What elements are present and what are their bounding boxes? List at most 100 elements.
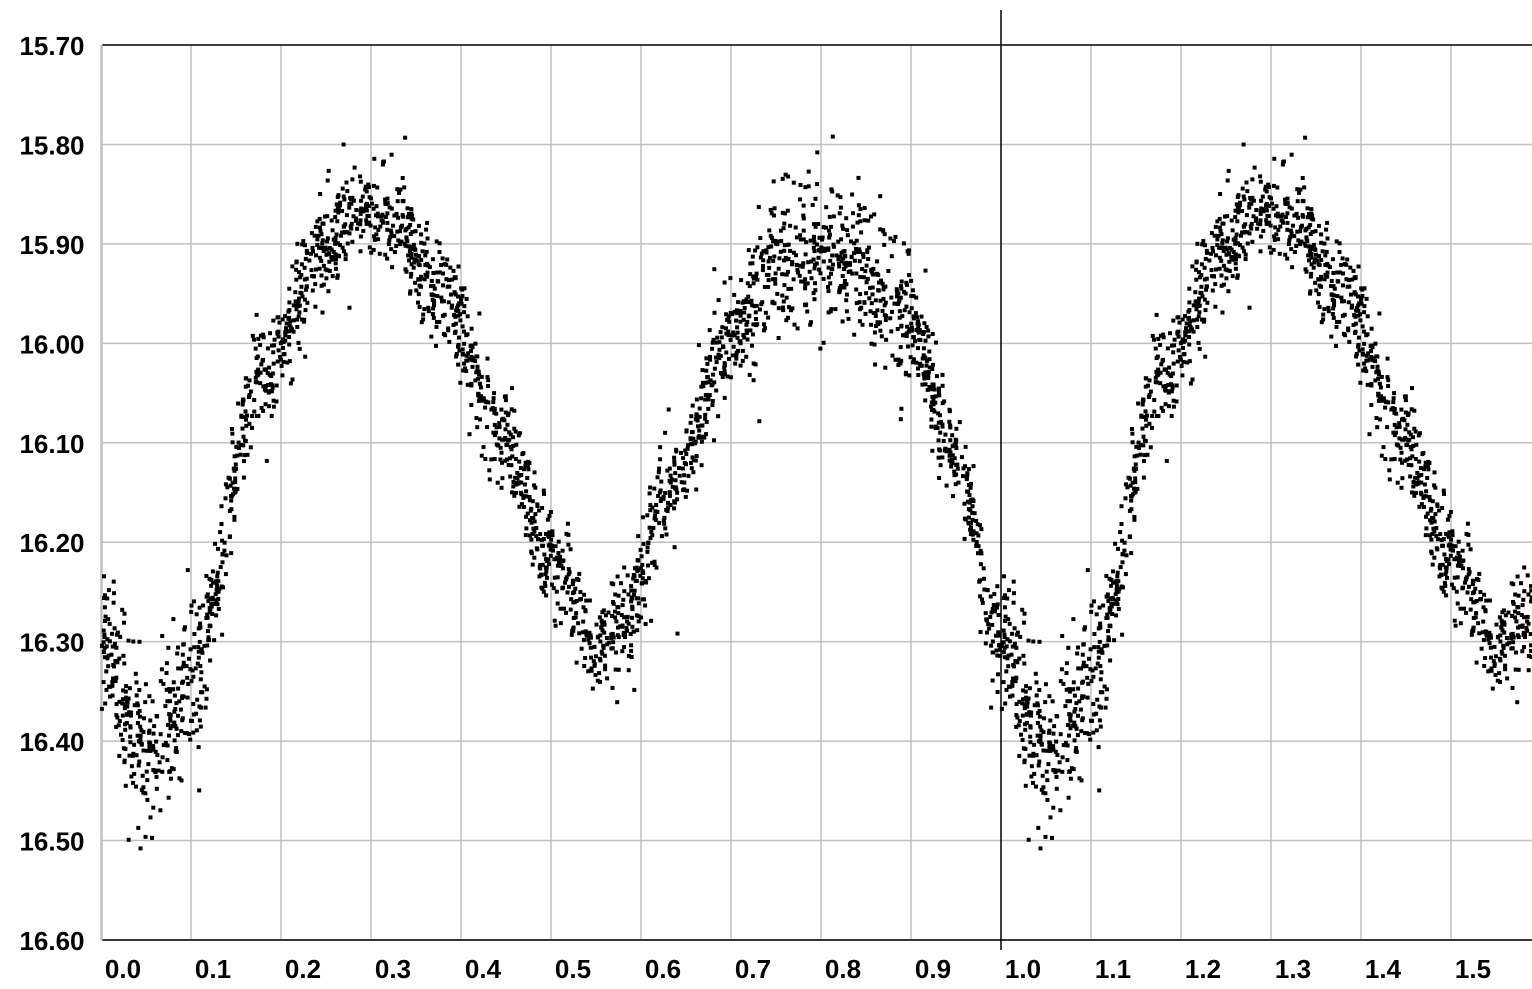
data-point [988, 594, 993, 599]
data-point [1279, 214, 1284, 219]
data-point [366, 182, 371, 187]
data-point [255, 380, 260, 385]
data-point [1005, 637, 1010, 642]
data-point [1023, 727, 1028, 732]
data-point [1038, 846, 1043, 851]
data-point [1287, 205, 1292, 210]
data-point [1133, 480, 1138, 485]
data-point [1156, 367, 1161, 372]
data-point [1085, 568, 1090, 573]
data-point [456, 308, 461, 313]
data-point [181, 664, 186, 669]
data-point [271, 318, 276, 323]
data-point [1140, 399, 1145, 404]
data-point [978, 548, 983, 553]
data-point [801, 213, 806, 218]
data-point [359, 198, 364, 203]
data-point [1295, 187, 1300, 192]
data-point [776, 336, 781, 340]
data-point [754, 271, 759, 276]
data-point [717, 356, 722, 361]
data-point [812, 240, 817, 245]
data-point [860, 322, 865, 327]
data-point [1060, 769, 1065, 774]
data-point [278, 354, 282, 359]
data-point [1520, 649, 1525, 654]
data-point [1039, 787, 1044, 792]
data-point [604, 636, 609, 640]
data-point [969, 525, 973, 530]
data-point [672, 459, 677, 464]
data-point [1041, 730, 1046, 734]
data-point [1467, 584, 1471, 589]
data-point [598, 633, 603, 638]
data-point [1399, 450, 1404, 455]
data-point [514, 490, 518, 495]
data-point [750, 261, 755, 266]
data-point [487, 468, 492, 473]
data-point [947, 419, 952, 424]
data-point [1258, 222, 1263, 227]
data-point [509, 463, 514, 468]
data-point [1202, 297, 1207, 302]
data-point [176, 686, 181, 691]
data-point [463, 366, 468, 371]
data-point [200, 690, 205, 695]
data-point [776, 266, 781, 271]
data-point [1187, 335, 1192, 339]
data-point [410, 213, 415, 218]
data-point [620, 624, 624, 629]
data-point [1094, 612, 1099, 617]
data-point [363, 184, 368, 189]
data-point [528, 518, 532, 523]
data-point [400, 223, 404, 228]
data-point [515, 470, 520, 475]
data-point [530, 562, 535, 567]
data-point [1150, 425, 1154, 430]
data-point [1300, 198, 1305, 203]
data-point [1478, 590, 1483, 595]
data-point [764, 248, 769, 253]
data-point [503, 437, 508, 442]
data-point [332, 255, 337, 260]
data-point [462, 341, 467, 346]
data-point [1258, 174, 1263, 179]
data-point [1498, 633, 1503, 638]
data-point [275, 359, 280, 364]
data-point [1444, 593, 1449, 598]
data-point [371, 206, 376, 211]
data-point [1310, 230, 1315, 234]
data-point [1510, 685, 1515, 690]
data-point [175, 733, 180, 738]
data-point [1152, 337, 1156, 342]
data-point [124, 684, 129, 689]
data-point [893, 234, 898, 239]
data-point [443, 333, 448, 338]
data-point [1002, 574, 1006, 579]
data-point [452, 275, 457, 280]
data-point [1308, 289, 1313, 294]
data-point [626, 668, 631, 673]
data-point [707, 328, 712, 333]
data-point [789, 286, 794, 291]
data-point [1460, 559, 1465, 564]
data-point [1428, 508, 1433, 513]
data-point [1234, 202, 1239, 207]
data-point [540, 586, 545, 591]
data-point [1152, 409, 1157, 414]
data-point [663, 430, 668, 435]
data-point [548, 547, 553, 552]
data-point [722, 365, 727, 370]
data-point [1309, 251, 1314, 256]
data-point [1324, 227, 1329, 232]
data-point [347, 202, 352, 206]
data-point [611, 640, 616, 645]
data-point [666, 500, 670, 505]
data-point [517, 431, 522, 436]
data-point [1090, 668, 1095, 673]
data-point [198, 621, 203, 626]
data-point [174, 726, 179, 731]
data-point [1458, 606, 1463, 611]
data-point [520, 452, 525, 457]
data-point [305, 300, 310, 305]
